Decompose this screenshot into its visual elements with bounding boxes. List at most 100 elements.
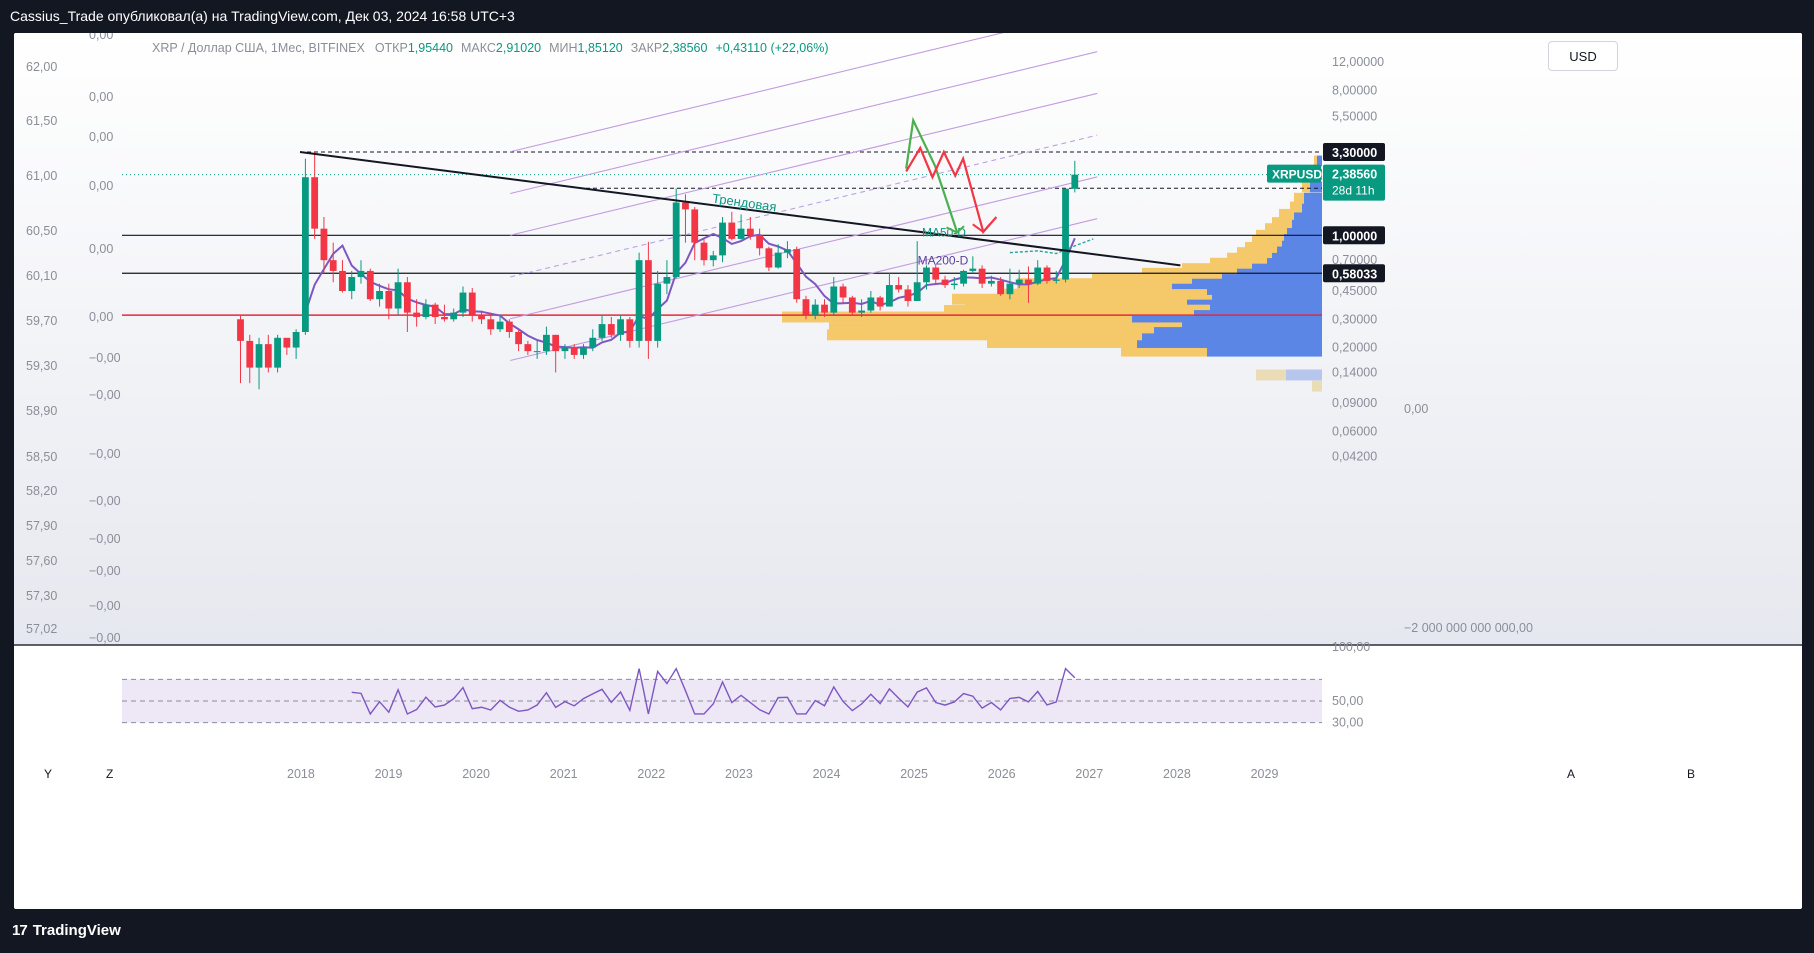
- candle-body: [283, 337, 291, 348]
- candle-body: [978, 268, 986, 284]
- a-button[interactable]: A: [1567, 767, 1575, 781]
- green-forecast-path: [905, 116, 959, 233]
- rsi-pane: 100,00 50,00 30,00: [122, 640, 1370, 730]
- vp-yellow-bar: [1227, 252, 1267, 264]
- vp-blue-bar: [1287, 223, 1322, 235]
- legend: XRP / Доллар США, 1Мес, BITFINEX ОТКР1,95…: [152, 41, 829, 55]
- vp-yellow-bar: [1245, 242, 1277, 253]
- vp-yellow-bar: [1272, 217, 1292, 229]
- vp-yellow-bar: [944, 305, 1194, 317]
- candle-body: [821, 304, 828, 313]
- red-forecast-path: [905, 145, 998, 235]
- candle-body: [886, 285, 893, 307]
- left-outer-tick: 58,90: [26, 404, 57, 418]
- candle-body: [552, 334, 560, 352]
- candle-body: [895, 285, 903, 290]
- candle-body: [237, 319, 244, 341]
- vp-blue-bar: [1310, 181, 1322, 193]
- x-tick: 2018: [287, 767, 315, 781]
- right-tick: 0,14000: [1332, 365, 1377, 379]
- legend-close: 2,38560: [662, 41, 707, 55]
- left-outer-tick: 61,50: [26, 114, 57, 128]
- left-inner-tick: −0,00: [89, 351, 121, 365]
- rsi-line: [351, 667, 1076, 716]
- candle-body: [867, 297, 875, 311]
- label-3-3: 3,30000: [1332, 146, 1377, 160]
- candle-body: [904, 289, 912, 301]
- vp-blue-bar: [1286, 369, 1322, 381]
- x-tick: 2021: [550, 767, 578, 781]
- candle-body: [672, 202, 680, 277]
- vp-yellow-bar: [1121, 345, 1207, 357]
- vp-yellow-bar: [987, 337, 1137, 348]
- vp-yellow-bar: [1314, 155, 1317, 167]
- y-button[interactable]: Y: [44, 767, 52, 781]
- x-tick: 2025: [900, 767, 928, 781]
- candle-body: [876, 297, 884, 307]
- right-tick: 8,00000: [1332, 83, 1377, 97]
- candle-body: [561, 347, 569, 352]
- b-button[interactable]: B: [1687, 767, 1695, 781]
- left-inner-tick: 0,00: [89, 179, 113, 193]
- candle-body: [533, 351, 541, 353]
- candle-body: [932, 267, 940, 280]
- candle-body: [320, 228, 328, 261]
- vp-blue-bar: [1267, 252, 1322, 264]
- x-tick: 2028: [1163, 767, 1191, 781]
- candle-body: [691, 209, 699, 243]
- trendline: [299, 151, 1181, 267]
- candle-body: [1006, 283, 1014, 295]
- candle-body: [274, 337, 281, 368]
- candles: [237, 152, 1079, 390]
- candle-body: [311, 177, 319, 229]
- rsi-tick: 50,00: [1332, 694, 1363, 708]
- chart-svg[interactable]: 62,00 61,50 61,00 60,50 60,10 59,70 59,30 58,90…: [14, 33, 1802, 909]
- candle-body: [830, 286, 838, 313]
- extra-right-tick: 1,5E+24: [1404, 33, 1451, 34]
- candle-body: [1043, 267, 1051, 281]
- candle-body: [987, 280, 995, 284]
- x-tick: 2020: [462, 767, 490, 781]
- left-outer-tick: 60,50: [26, 224, 57, 238]
- vp-yellow-bar: [1302, 181, 1310, 193]
- left-outer-tick: 57,02: [26, 622, 57, 636]
- time-axis: 2018 2019 2020 2021 2022 2023 2024 2025 2026 2027…: [287, 767, 1278, 781]
- candle-body: [301, 177, 309, 332]
- candle-body: [487, 319, 495, 330]
- channel-line: [510, 176, 1098, 320]
- left-inner-tick: −0,00: [89, 532, 121, 546]
- candle-body: [403, 282, 411, 313]
- x-tick: 2023: [725, 767, 753, 781]
- candle-body: [1015, 279, 1023, 284]
- z-button[interactable]: Z: [106, 767, 113, 781]
- legend-low-label: МИН: [549, 41, 577, 55]
- legend-change: +0,43110 (+22,06%): [715, 41, 828, 55]
- right-tick: 0,45000: [1332, 284, 1377, 298]
- x-tick: 2024: [813, 767, 841, 781]
- vp-blue-bar: [1282, 235, 1322, 247]
- candle-body: [663, 276, 671, 284]
- symbol-tag: XRPUSD: [1272, 168, 1322, 182]
- candle-body: [635, 260, 643, 341]
- left-outer-tick: 58,20: [26, 484, 57, 498]
- left-inner-tick: −0,00: [89, 631, 121, 645]
- candle-body: [774, 252, 782, 268]
- right-tick: 12,00000: [1332, 55, 1384, 69]
- svg-text:XRP / Доллар США, 1Мес, BITFIN: XRP / Доллар США, 1Мес, BITFINEX ОТКР1,95…: [152, 41, 829, 55]
- candle-body: [682, 202, 689, 210]
- left-inner-tick: 0,00: [89, 90, 113, 104]
- rsi-tick: 30,00: [1332, 716, 1363, 730]
- currency-button[interactable]: USD: [1548, 41, 1618, 71]
- left-inner-tick: 0,00: [89, 130, 113, 144]
- left-outer-tick: 57,60: [26, 554, 57, 568]
- volume-profile: [782, 155, 1322, 392]
- candle-body: [839, 286, 847, 298]
- candle-body: [1052, 279, 1060, 281]
- candle-body: [264, 344, 272, 368]
- candle-body: [654, 283, 662, 341]
- candle-body: [524, 344, 532, 352]
- symbol-tag-bg: [1267, 164, 1321, 183]
- vp-yellow-bar: [1294, 192, 1304, 204]
- label-0-58: 0,58033: [1332, 267, 1377, 281]
- vp-blue-bar: [1317, 155, 1322, 167]
